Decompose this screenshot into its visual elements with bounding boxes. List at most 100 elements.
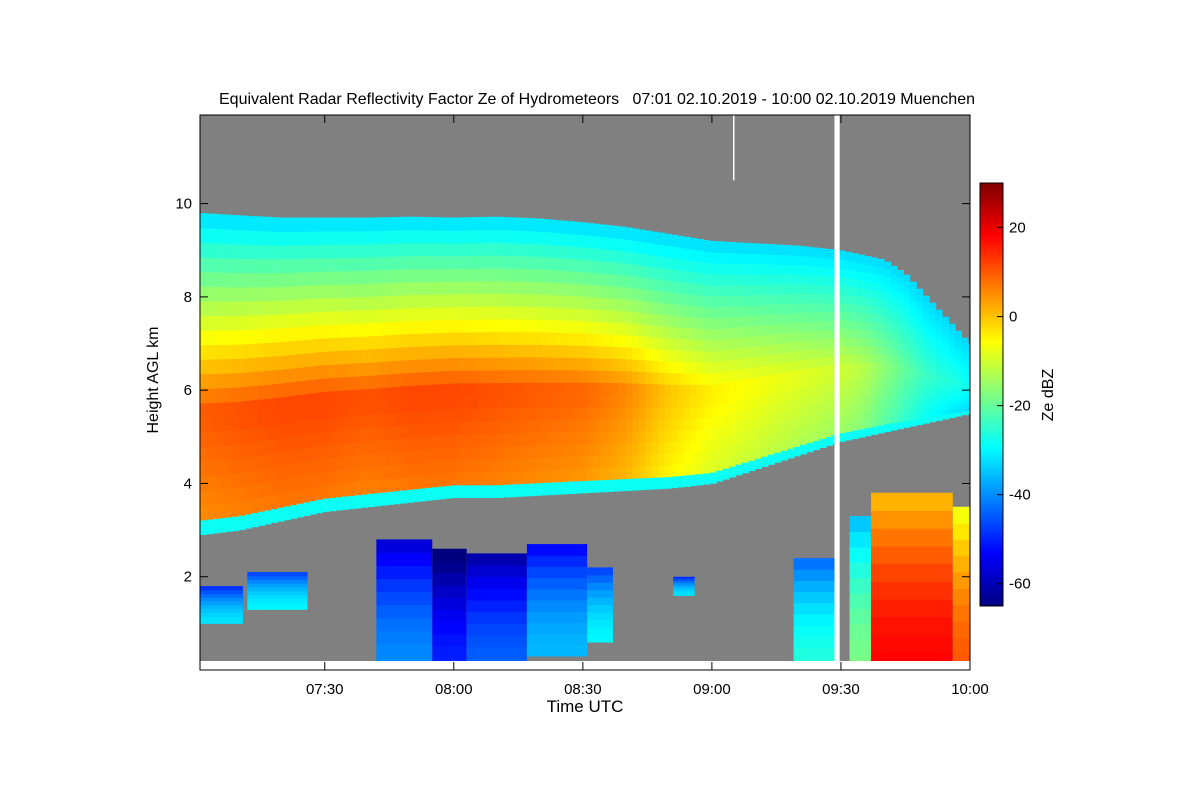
cloud-cell <box>625 287 633 300</box>
cloud-cell <box>600 370 608 383</box>
cloud-cell <box>277 355 285 370</box>
cloud-cell <box>967 362 970 367</box>
cloud-cell <box>535 419 543 433</box>
cloud-cell <box>922 353 930 360</box>
cloud-cell <box>812 376 821 386</box>
cloud-cell <box>238 229 246 245</box>
cloud-cell <box>742 430 750 442</box>
cloud-cell <box>503 306 511 320</box>
cloud-cell <box>864 394 872 404</box>
cloud-cell <box>200 344 208 360</box>
cloud-cell <box>677 338 685 351</box>
cloud-cell <box>619 238 627 252</box>
cloud-cell <box>509 483 517 498</box>
cloud-cell <box>483 242 491 256</box>
cloud-cell <box>948 383 956 389</box>
cloud-cell <box>612 225 621 239</box>
cloud-cell <box>387 439 395 453</box>
cloud-cell <box>380 321 388 336</box>
cloud-cell <box>961 390 969 395</box>
cloud-cell <box>638 265 646 278</box>
cloud-cell <box>212 300 220 316</box>
cloud-cell <box>864 370 872 380</box>
low-cloud-cell <box>793 591 837 604</box>
cloud-cell <box>935 349 943 356</box>
cloud-cell <box>393 438 401 453</box>
cloud-cell <box>645 348 653 361</box>
cloud-cell <box>574 382 582 396</box>
cloud-cell <box>471 229 479 244</box>
low-cloud-cell <box>673 576 695 580</box>
cloud-cell <box>367 414 375 429</box>
cloud-cell <box>606 261 614 275</box>
cloud-cell <box>722 403 730 415</box>
cloud-cell <box>548 382 556 396</box>
cloud-cell <box>948 391 956 397</box>
cloud-cell <box>845 362 853 373</box>
cloud-cell <box>380 387 388 401</box>
cloud-cell <box>561 233 569 247</box>
cloud-cell <box>716 459 724 471</box>
cloud-cell <box>722 360 730 372</box>
cloud-cell <box>806 405 814 415</box>
cloud-cell <box>658 476 666 490</box>
low-cloud-cell <box>952 637 970 655</box>
cloud-cell <box>554 319 562 333</box>
low-cloud-cell <box>200 597 244 602</box>
cloud-cell <box>367 256 375 271</box>
cloud-cell <box>632 299 640 313</box>
cloud-cell <box>316 485 324 500</box>
cloud-cell <box>258 511 266 526</box>
cloud-cell <box>374 269 382 284</box>
cloud-cell <box>438 319 446 334</box>
cloud-cell <box>309 487 317 502</box>
cloud-cell <box>400 216 408 231</box>
cloud-cell <box>735 284 743 296</box>
low-cloud-cell <box>247 572 308 577</box>
cloud-cell <box>380 452 388 467</box>
cloud-cell <box>916 368 924 376</box>
cloud-cell <box>651 465 659 478</box>
cloud-cell <box>322 337 330 352</box>
cloud-cell <box>380 426 388 441</box>
cloud-cell <box>219 358 227 374</box>
cloud-cell <box>651 371 659 385</box>
cloud-cell <box>464 319 472 333</box>
cloud-cell <box>522 230 530 244</box>
cloud-cell <box>625 323 633 336</box>
cloud-cell <box>735 369 743 381</box>
cloud-cell <box>580 246 588 260</box>
cloud-cell <box>851 337 859 347</box>
cloud-cell <box>754 386 762 398</box>
cloud-cell <box>845 328 853 338</box>
cloud-cell <box>896 407 904 415</box>
cloud-cell <box>767 404 775 415</box>
low-cloud-cell <box>673 587 695 591</box>
cloud-cell <box>864 402 872 412</box>
cloud-column <box>348 217 356 510</box>
cloud-cell <box>838 302 846 312</box>
cloud-cell <box>690 406 698 419</box>
cloud-cell <box>212 271 220 287</box>
cloud-cell <box>606 370 614 384</box>
cloud-cell <box>574 320 582 334</box>
cloud-cell <box>942 349 950 355</box>
cloud-cell <box>541 369 550 383</box>
cloud-cell <box>509 395 517 409</box>
cloud-cell <box>696 328 704 341</box>
cloud-cell <box>419 371 427 386</box>
cloud-cell <box>961 400 969 405</box>
cloud-cell <box>806 265 814 276</box>
cloud-cell <box>387 412 395 427</box>
cloud-cell <box>671 361 679 374</box>
cloud-cell <box>509 458 517 472</box>
cloud-cell <box>264 398 272 413</box>
cloud-cell <box>283 217 291 232</box>
cloud-cell <box>483 267 491 282</box>
cloud-cell <box>754 355 762 367</box>
cloud-cell <box>677 406 685 419</box>
cloud-column <box>561 220 569 495</box>
cloud-cell <box>651 453 659 467</box>
cloud-cell <box>800 444 808 455</box>
cloud-cell <box>296 326 304 341</box>
